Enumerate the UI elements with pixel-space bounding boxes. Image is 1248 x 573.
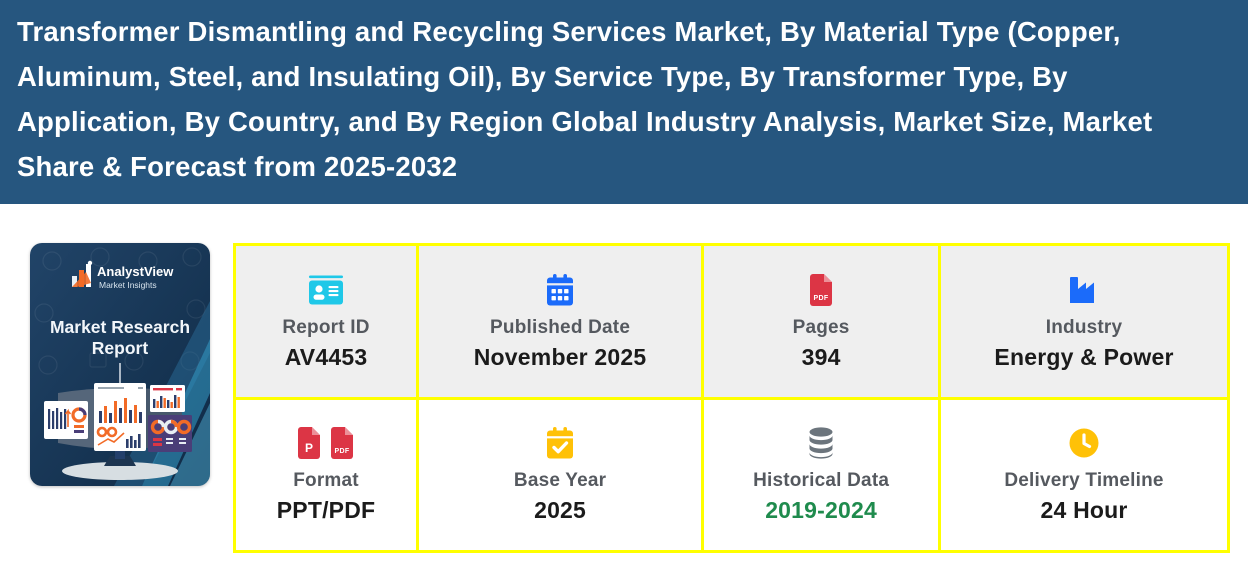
cover-title-line1: Market Research: [50, 317, 190, 337]
card-value: PPT/PDF: [276, 497, 376, 524]
card-industry: Industry Energy & Power: [941, 246, 1227, 397]
page-header: Transformer Dismantling and Recycling Se…: [0, 0, 1248, 204]
ppt-icon-text: P: [305, 441, 313, 455]
card-value: 2019-2024: [765, 497, 877, 524]
id-card-icon: [308, 272, 344, 308]
calendar-check-icon: [545, 425, 575, 461]
file-pdf-icon: PDF: [809, 272, 834, 308]
card-delivery-timeline: Delivery Timeline 24 Hour: [941, 399, 1227, 550]
factory-icon: [1068, 272, 1100, 308]
card-label: Format: [293, 470, 359, 492]
brand-name: AnalystView: [97, 264, 174, 279]
card-pages: PDF Pages 394: [704, 246, 939, 397]
report-cover-image: AnalystView Market Insights Market Resea…: [30, 243, 210, 486]
calendar-days-icon: [545, 272, 575, 308]
card-value: 394: [801, 343, 841, 370]
card-base-year: Base Year 2025: [419, 399, 702, 550]
card-historical-data: Historical Data 2019-2024: [704, 399, 939, 550]
file-ppt-icon: P: [298, 427, 321, 460]
card-value: 24 Hour: [1040, 497, 1128, 524]
report-info-grid: Report ID AV4453: [233, 243, 1230, 553]
card-format: P PDF Format PPT/PDF: [236, 399, 417, 550]
file-ppt-and-pdf-icons: P PDF: [297, 425, 355, 461]
page-title: Transformer Dismantling and Recycling Se…: [17, 16, 1153, 182]
cover-title-line2: Report: [92, 338, 149, 358]
brand-subtitle: Market Insights: [99, 280, 157, 290]
card-label: Historical Data: [753, 470, 890, 492]
monitor-illustration: [44, 383, 192, 480]
pdf-icon-text: PDF: [335, 448, 350, 455]
card-label: Delivery Timeline: [1004, 470, 1164, 492]
pdf-icon-text: PDF: [813, 295, 828, 302]
report-cover-illustration: AnalystView Market Insights Market Resea…: [30, 243, 210, 486]
card-label: Base Year: [513, 470, 607, 492]
file-pdf-icon: PDF: [331, 427, 354, 460]
card-value: Energy & Power: [994, 343, 1174, 370]
analystview-logo: AnalystView Market Insights: [72, 260, 174, 290]
clock-icon: [1068, 425, 1100, 461]
card-report-id: Report ID AV4453: [236, 246, 417, 397]
card-value: November 2025: [473, 343, 647, 370]
card-label: Industry: [1045, 316, 1123, 338]
database-icon: [807, 425, 835, 461]
card-label: Published Date: [490, 316, 631, 338]
card-value: 2025: [534, 497, 587, 524]
card-published-date: Published Date November 2025: [419, 246, 702, 397]
card-value: AV4453: [284, 343, 368, 370]
report-summary-section: AnalystView Market Insights Market Resea…: [30, 243, 1230, 553]
card-label: Pages: [792, 316, 850, 338]
card-label: Report ID: [282, 316, 370, 338]
